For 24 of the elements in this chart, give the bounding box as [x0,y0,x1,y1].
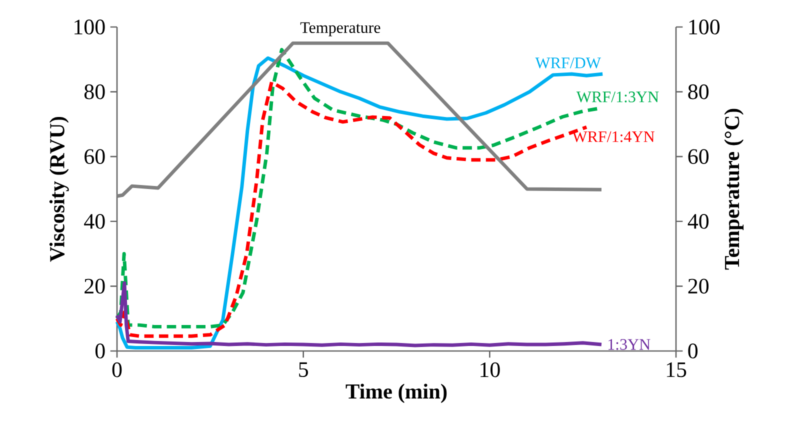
y2-tick-label: 20 [688,278,709,294]
y2-axis-title: Temperature (°C) [724,108,744,270]
y2-tick-label: 100 [689,20,720,34]
y-tick-label: 80 [84,84,105,100]
series-label: Temperature [300,22,380,36]
series-label: 1:3YN [608,339,650,350]
series-label: WRF/1:3YN [576,92,659,102]
x-tick-label: 0 [112,362,122,378]
y2-tick-label: 80 [688,84,709,100]
series-label: WRF/DW [535,58,601,68]
y-tick-label: 0 [95,344,105,358]
y2-tick-label: 60 [688,149,709,164]
series-label: WRF/1:4YN [572,131,654,142]
x-tick-label: 5 [299,362,308,377]
x-axis-title: Time (min) [346,384,447,404]
y2-tick-label: 40 [688,214,709,229]
y-tick-label: 20 [84,278,105,294]
y-tick-label: 60 [84,149,105,164]
y-tick-label: 40 [84,214,105,229]
y2-tick-label: 0 [688,344,698,358]
y-axis-title: Viscosity (RVU) [49,116,69,262]
x-tick-label: 10 [480,362,500,378]
x-tick-label: 15 [666,362,686,378]
y-tick-label: 100 [74,20,105,34]
